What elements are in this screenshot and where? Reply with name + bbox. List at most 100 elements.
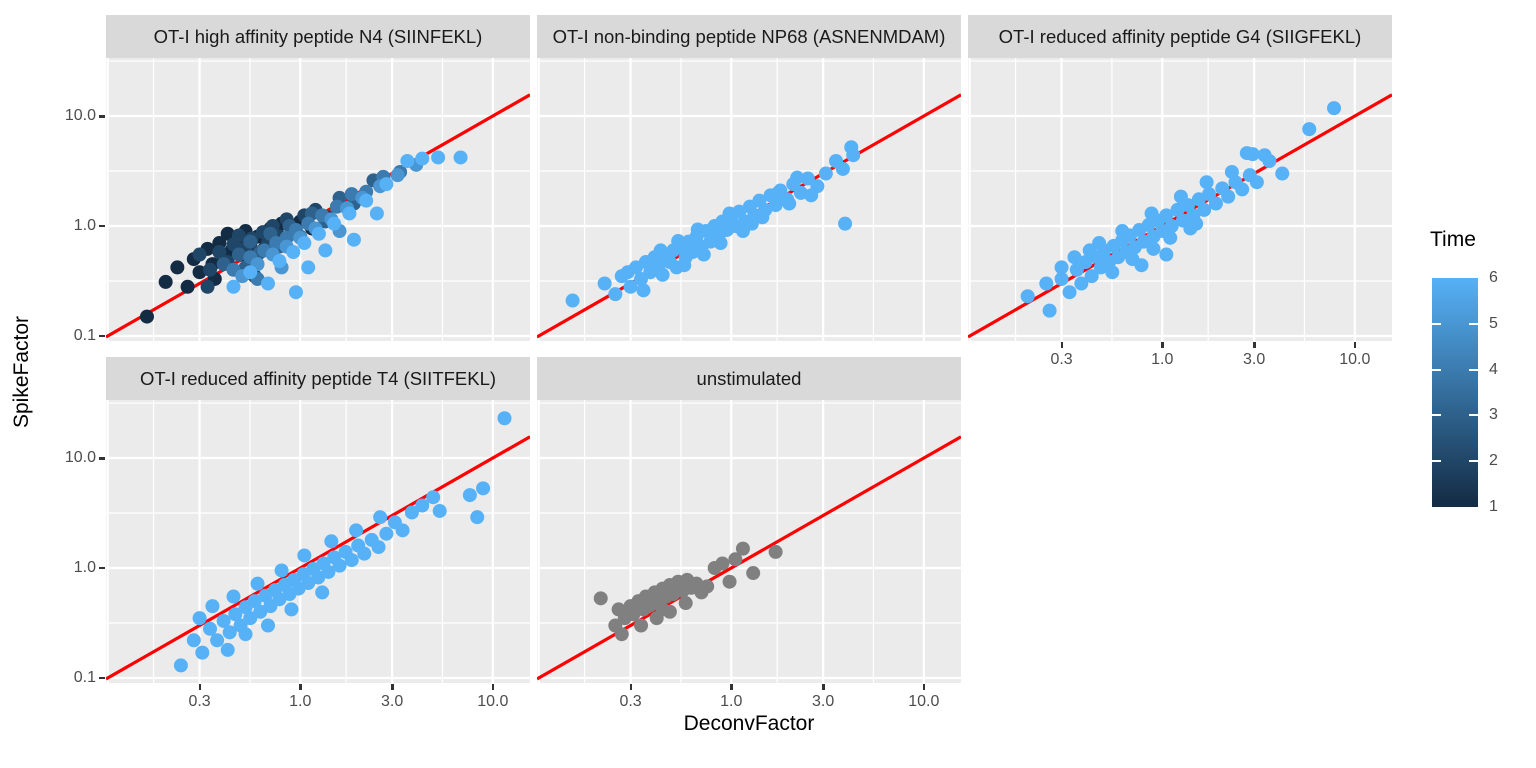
- legend-tick-mark: [1469, 460, 1478, 463]
- data-point: [231, 247, 246, 262]
- data-point: [139, 309, 154, 324]
- y-tick-mark: [99, 224, 105, 228]
- data-point: [1134, 258, 1149, 273]
- x-tick-mark: [299, 684, 302, 690]
- data-point: [1115, 224, 1130, 239]
- data-point: [677, 258, 692, 273]
- x-tick-label: 10.0: [908, 693, 940, 710]
- x-tick-mark: [822, 684, 825, 690]
- data-point: [453, 150, 468, 165]
- data-point: [404, 505, 419, 520]
- data-point: [349, 523, 364, 538]
- y-tick-label: 1.0: [73, 216, 96, 234]
- x-tick-mark: [491, 684, 495, 690]
- data-point: [1183, 221, 1198, 236]
- data-point: [346, 232, 361, 247]
- x-tick-mark: [1060, 342, 1064, 348]
- data-point: [170, 260, 185, 275]
- data-point: [243, 265, 258, 280]
- facet-strip: OT-I reduced affinity peptide G4 (SIIGFE…: [968, 15, 1392, 58]
- data-point: [653, 243, 668, 258]
- data-point: [297, 236, 312, 251]
- data-point: [1054, 271, 1069, 286]
- facet-panel: [106, 400, 530, 683]
- data-point: [222, 625, 237, 640]
- data-point: [203, 262, 218, 277]
- x-axis-title: DeconvFactor: [683, 712, 815, 735]
- x-tick-label: 1.0: [289, 693, 312, 710]
- data-point: [636, 283, 651, 298]
- data-point: [634, 618, 649, 633]
- x-tick-mark: [198, 684, 202, 690]
- x-tick-mark: [391, 684, 394, 690]
- data-point: [344, 187, 359, 202]
- y-tick-label: 0.1: [73, 668, 96, 686]
- facet-strip: OT-I non-binding peptide NP68 (ASNENMDAM…: [537, 15, 961, 58]
- data-point: [415, 151, 430, 166]
- legend-tick-mark: [1469, 414, 1478, 417]
- data-point: [1164, 218, 1179, 233]
- data-point: [243, 234, 258, 249]
- data-point: [597, 276, 612, 291]
- facet-panel: [537, 400, 961, 683]
- x-tick-mark: [1161, 342, 1164, 348]
- data-point: [1159, 208, 1174, 223]
- data-point: [297, 548, 312, 563]
- data-point: [593, 591, 608, 606]
- data-point: [344, 553, 359, 568]
- x-tick-label: 0.3: [188, 693, 211, 710]
- data-point: [735, 541, 750, 556]
- legend-tick-mark: [1432, 460, 1441, 463]
- data-point: [431, 150, 446, 165]
- data-point: [722, 574, 737, 589]
- data-point: [1199, 175, 1214, 190]
- legend-tick-mark: [1432, 414, 1441, 417]
- data-point: [623, 279, 638, 294]
- data-point: [243, 611, 258, 626]
- facet-strip-title: OT-I reduced affinity peptide G4 (SIIGFE…: [998, 25, 1362, 47]
- legend-label: 6: [1489, 269, 1498, 286]
- x-tick-label: 0.3: [619, 693, 642, 710]
- data-point: [744, 216, 759, 231]
- y-tick-mark: [99, 457, 105, 460]
- data-point: [205, 599, 220, 614]
- y-tick-label: 1.0: [73, 558, 96, 576]
- x-tick-label: 3.0: [381, 693, 404, 710]
- data-point: [497, 411, 512, 426]
- facet-strip: OT-I reduced affinity peptide T4 (SIITFE…: [106, 357, 530, 400]
- data-point: [379, 526, 394, 541]
- data-point: [1159, 247, 1174, 262]
- data-point: [203, 621, 218, 636]
- data-point: [288, 285, 303, 300]
- data-point: [782, 196, 797, 211]
- facet-strip-title: OT-I high affinity peptide N4 (SIINFEKL): [153, 25, 483, 47]
- facet-strip-title: OT-I non-binding peptide NP68 (ASNENMDAM…: [552, 25, 946, 47]
- data-point: [1327, 101, 1342, 116]
- legend-colorbar: [1432, 278, 1478, 507]
- y-tick-mark: [99, 334, 105, 338]
- x-tick-mark: [922, 684, 926, 690]
- data-point: [324, 534, 339, 549]
- data-point: [1067, 250, 1082, 265]
- data-point: [1062, 285, 1077, 300]
- data-point: [400, 153, 415, 168]
- data-point: [700, 579, 715, 594]
- data-point: [274, 563, 289, 578]
- data-point: [1082, 243, 1097, 258]
- data-point: [655, 267, 670, 282]
- data-point: [1146, 241, 1161, 256]
- y-tick-mark: [99, 115, 105, 118]
- data-point: [838, 216, 853, 231]
- data-point: [846, 148, 861, 163]
- data-point: [284, 602, 299, 617]
- legend-tick-mark: [1432, 368, 1441, 371]
- data-point: [192, 611, 207, 626]
- data-point: [301, 260, 316, 275]
- data-point: [231, 228, 246, 243]
- y-tick-label: 10.0: [64, 449, 96, 467]
- data-point: [728, 552, 743, 567]
- data-point: [1078, 255, 1093, 270]
- legend-tick-mark: [1432, 322, 1441, 325]
- y-tick-label: 0.1: [73, 326, 96, 344]
